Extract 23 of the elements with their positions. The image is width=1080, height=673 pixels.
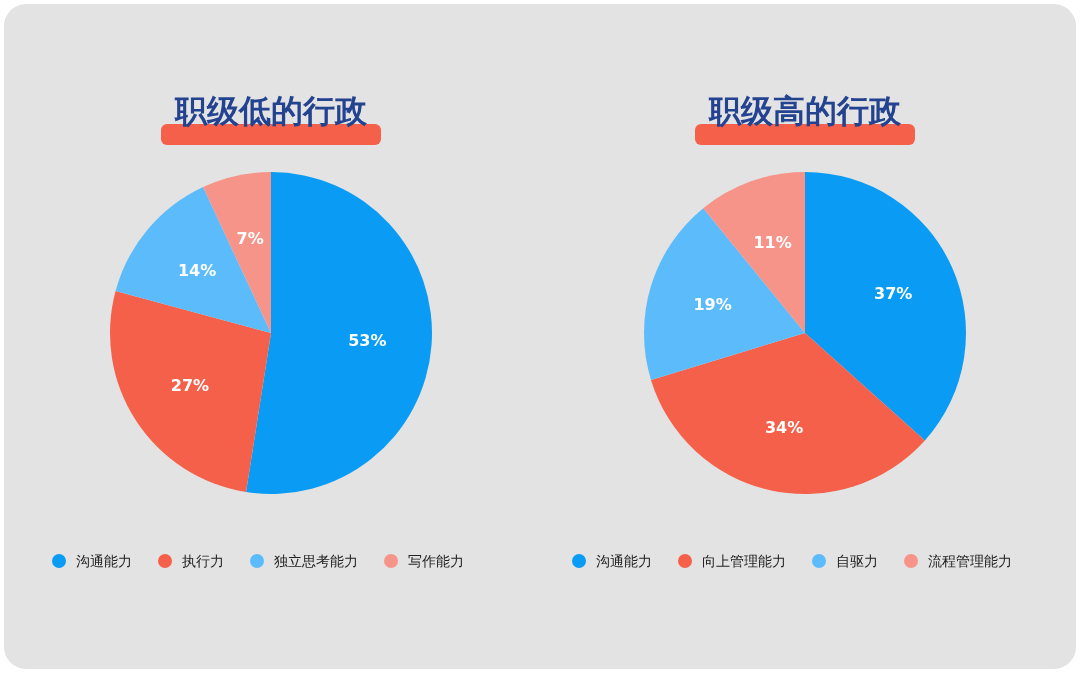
chart-title: 职级低的行政 bbox=[174, 92, 368, 130]
pie-slice bbox=[650, 333, 925, 494]
data-label: 37% bbox=[874, 284, 913, 304]
data-label: 11% bbox=[753, 232, 792, 252]
legend-label: 独立思考能力 bbox=[274, 552, 358, 569]
data-label: 14% bbox=[177, 261, 217, 281]
pie-slice bbox=[110, 290, 271, 493]
data-label: 34% bbox=[764, 417, 804, 437]
pie-slice bbox=[115, 187, 271, 333]
pie-slice bbox=[644, 208, 805, 380]
legend-label: 沟通能力 bbox=[76, 552, 132, 569]
legend-label: 向上管理能力 bbox=[702, 552, 786, 569]
legend-label: 执行力 bbox=[182, 552, 224, 569]
data-label: 53% bbox=[348, 331, 387, 351]
legend-label: 流程管理能力 bbox=[928, 552, 1012, 569]
data-label: 7% bbox=[236, 229, 264, 249]
legend-label: 自驱力 bbox=[836, 552, 878, 569]
legend-label: 写作能力 bbox=[408, 552, 464, 569]
data-label: 27% bbox=[170, 376, 210, 396]
chart-title: 职级高的行政 bbox=[708, 92, 902, 130]
data-label: 19% bbox=[693, 295, 732, 315]
pie-slice bbox=[805, 172, 966, 441]
legend-label: 沟通能力 bbox=[596, 552, 652, 569]
